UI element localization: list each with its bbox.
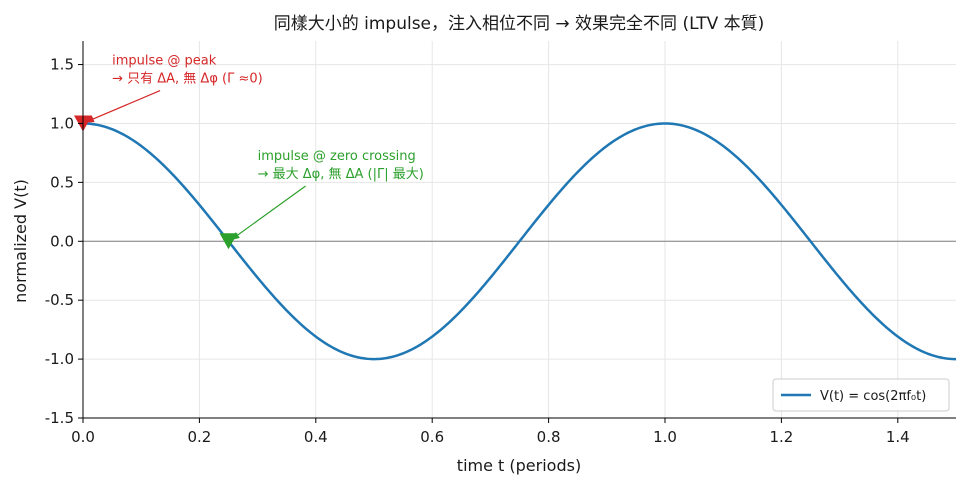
x-tick-label: 1.4 bbox=[886, 428, 910, 446]
y-tick-label: -1.0 bbox=[45, 350, 74, 368]
y-tick-label: 0.5 bbox=[50, 173, 74, 191]
grid bbox=[82, 41, 956, 419]
x-tick-label: 0.6 bbox=[420, 428, 444, 446]
annotation-text-line: impulse @ peak bbox=[112, 54, 217, 69]
x-tick-label: 1.2 bbox=[769, 428, 793, 446]
annotation-arrow-line bbox=[84, 90, 161, 124]
annotation-arrow-head bbox=[85, 115, 95, 123]
y-tick-label: -0.5 bbox=[45, 291, 74, 309]
y-tick-label: 0.0 bbox=[50, 232, 74, 250]
legend-entry-label: V(t) = cos(2πf₀t) bbox=[820, 389, 926, 404]
axes-group bbox=[82, 41, 956, 419]
annotation-arrow-head bbox=[230, 232, 240, 241]
annotation-text-line: → 只有 ΔA, 無 Δφ (Γ ≈0) bbox=[112, 72, 263, 87]
ticks-group: 0.0 0.2 0.4 0.6 0.8 1.0 1.2 1.4 -1.5 -1.0 -0.5 0.0 0… bbox=[45, 56, 910, 446]
y-tick-label: 1.5 bbox=[50, 56, 74, 74]
x-tick-label: 0.4 bbox=[304, 428, 328, 446]
y-axis-label: normalized V(t) bbox=[11, 179, 30, 303]
x-tick-label: 0.0 bbox=[71, 428, 95, 446]
annotation-text-line: → 最大 Δφ, 無 ΔA (|Γ| 最大) bbox=[258, 167, 424, 182]
chart-title: 同樣大小的 impulse，注入相位不同 → 效果完全不同 (LTV 本質) bbox=[274, 14, 765, 34]
legend: V(t) = cos(2πf₀t) bbox=[772, 378, 950, 412]
x-tick-label: 0.2 bbox=[187, 428, 211, 446]
y-tick-label: -1.5 bbox=[45, 409, 74, 427]
annotation-text-line: impulse @ zero crossing bbox=[258, 149, 416, 164]
annotation-arrow-line bbox=[230, 185, 306, 241]
y-tick-label: 1.0 bbox=[50, 114, 74, 132]
x-axis-label: time t (periods) bbox=[457, 456, 581, 475]
annotation-group: impulse @ peak → 只有 ΔA, 無 Δφ (Γ ≈0) impuls… bbox=[84, 54, 424, 241]
legend-box bbox=[772, 378, 950, 412]
x-tick-label: 1.0 bbox=[653, 428, 677, 446]
x-tick-label: 0.8 bbox=[537, 428, 561, 446]
